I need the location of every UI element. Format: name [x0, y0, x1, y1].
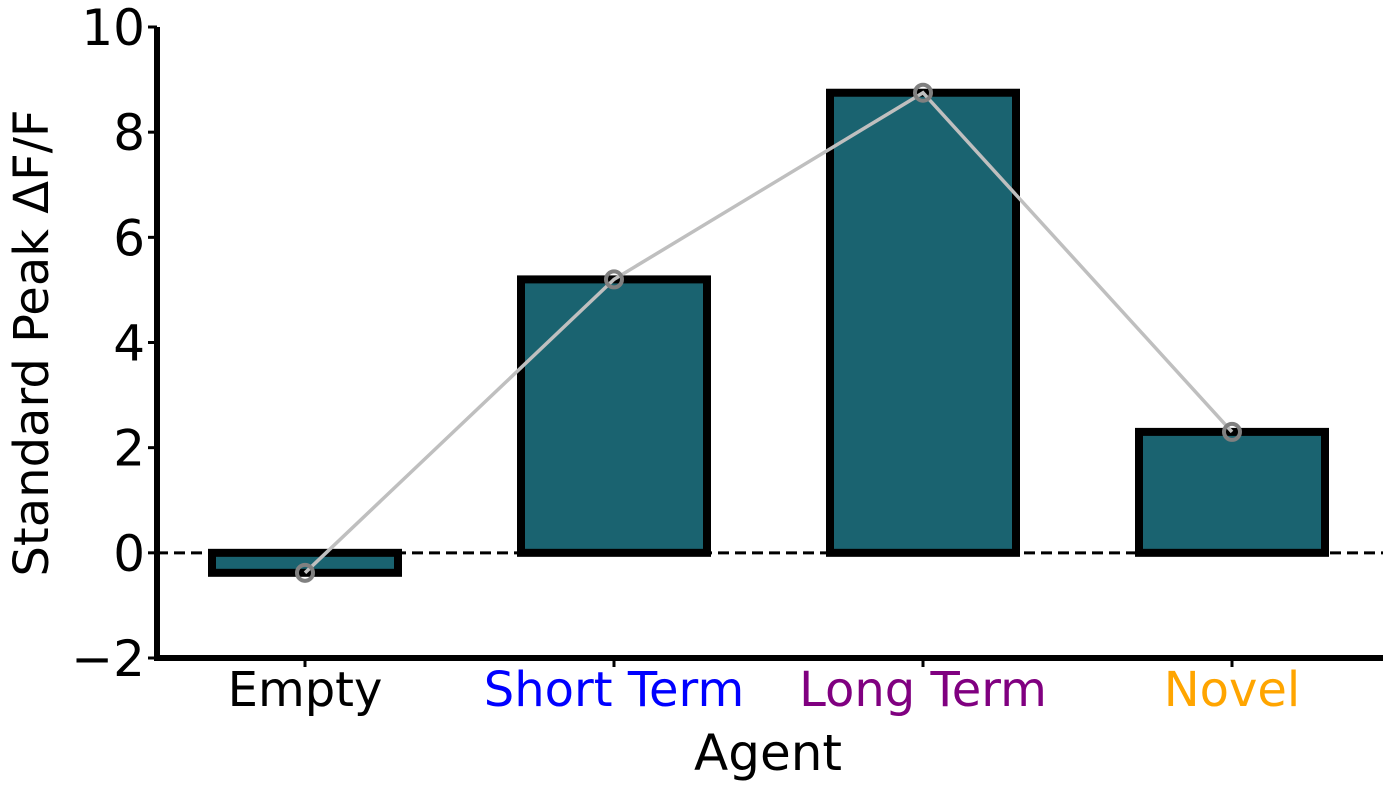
y-tick-label: 0 [113, 525, 145, 583]
y-tick-label: 6 [113, 209, 145, 267]
y-tick-label: 8 [113, 104, 145, 162]
x-tick-label-empty: Empty [228, 662, 383, 718]
x-tick-label-novel: Novel [1164, 662, 1301, 718]
trend-point-novel [1222, 421, 1242, 442]
y-tick-label: 4 [113, 315, 145, 373]
x-tick-label-long-term: Long Term [799, 662, 1047, 718]
y-tick-label: −2 [71, 630, 145, 688]
trend-point-long-term [913, 82, 933, 103]
x-axis-label: Agent [694, 724, 842, 782]
bar-short-term [517, 275, 711, 557]
x-tick-label-short-term: Short Term [484, 662, 744, 718]
trend-line [303, 90, 1234, 575]
y-tick-label: 2 [113, 420, 145, 478]
y-ticks-layer: −2 0 2 4 6 8 10 [71, 0, 157, 688]
trend-point-empty [295, 562, 315, 583]
trend-point-short-term [604, 269, 624, 290]
trend-line-layer [295, 82, 1242, 583]
y-axis-label: Standard Peak ΔF/F [4, 109, 60, 576]
x-ticks-layer: Empty Short Term Long Term Novel [228, 658, 1301, 718]
bar-novel [1135, 427, 1329, 557]
y-tick-label: 10 [81, 0, 145, 57]
